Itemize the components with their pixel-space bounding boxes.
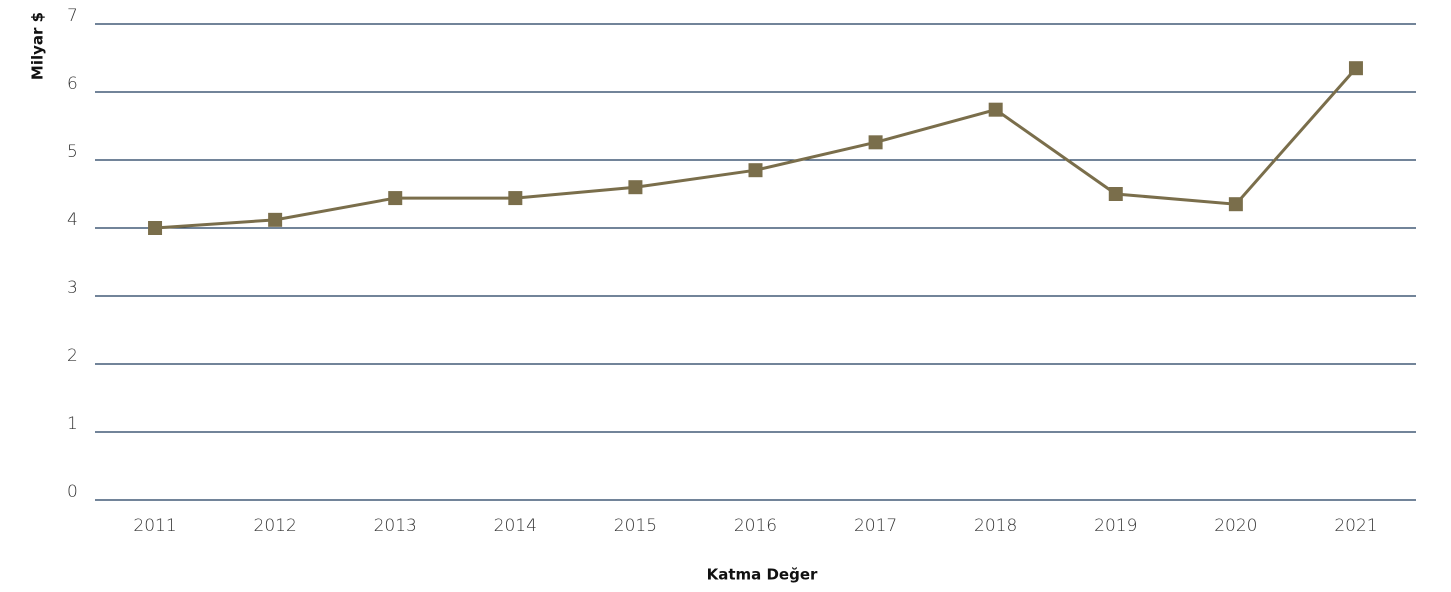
y-tick-label: 3 [67,278,78,298]
data-point [148,221,163,235]
x-tick-label: 2018 [974,516,1017,536]
data-point [508,191,523,206]
y-axis-label: Milyar $ [29,12,47,80]
data-point [388,191,403,206]
x-tick-label: 2019 [1094,516,1137,536]
y-tick-label: 0 [67,482,78,502]
y-tick-label: 1 [67,414,78,434]
data-point [988,102,1003,117]
data-point [628,180,643,195]
data-point [748,163,763,178]
x-axis-label: Katma Değer [707,566,818,584]
data-point [1108,187,1123,201]
data-point [1228,197,1243,212]
x-tick-label: 2013 [374,516,417,536]
x-tick-label: 2012 [254,516,297,536]
data-point [1348,61,1363,76]
x-tick-label: 2014 [494,516,537,536]
x-tick-label: 2017 [854,516,897,536]
x-tick-label: 2020 [1214,516,1257,536]
y-tick-label: 6 [67,74,78,94]
y-tick-label: 5 [67,142,78,162]
x-tick-label: 2011 [133,516,176,536]
y-tick-label: 7 [67,6,78,26]
x-tick-label: 2016 [734,516,777,536]
data-point [868,135,883,150]
x-tick-label: 2021 [1334,516,1377,536]
y-tick-label: 4 [67,210,78,230]
data-point [268,212,283,227]
x-tick-label: 2015 [614,516,657,536]
y-tick-label: 2 [67,346,78,366]
